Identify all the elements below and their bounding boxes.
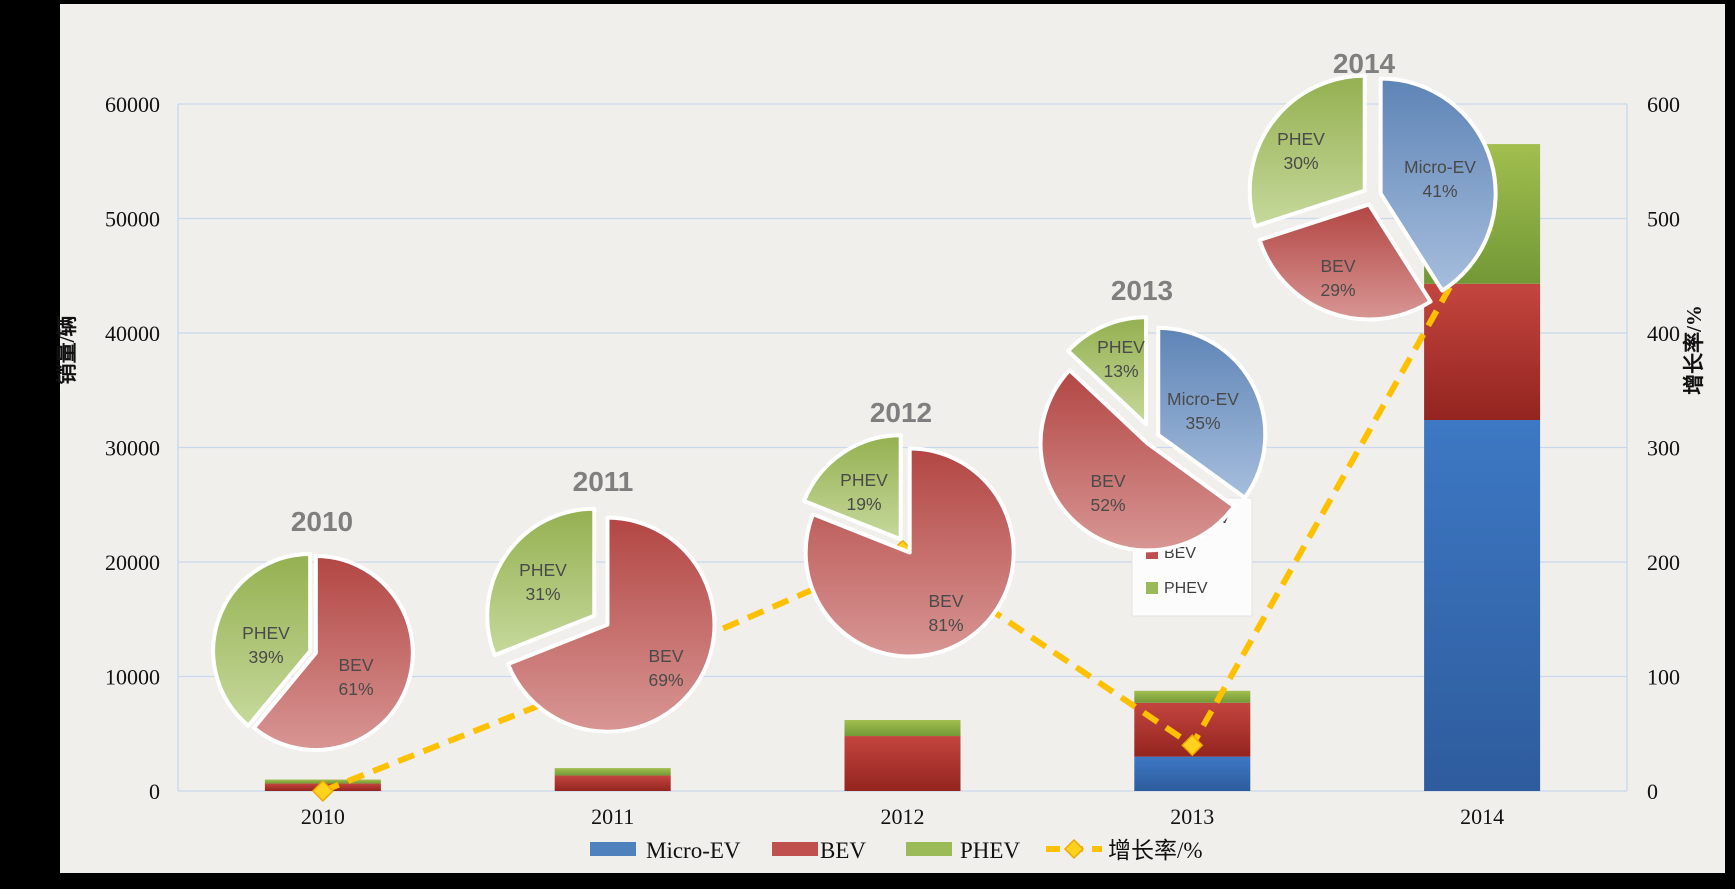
pie-year-title-2011: 2011: [573, 466, 634, 497]
pie-year-title-2014: 2014: [1333, 48, 1396, 79]
growth-rate-marker-2013[interactable]: [1181, 734, 1204, 757]
pie-2013-label-micro-ev: Micro-EV 35%: [1167, 389, 1239, 433]
bar-phev-2011[interactable]: [554, 768, 671, 776]
pie-year-title-2013: 2013: [1111, 275, 1173, 306]
pie-2010-label-bev: BEV 61%: [338, 655, 373, 699]
y-axis-tick-right: 0: [1647, 779, 1658, 804]
pie-2013-label-bev: BEV 52%: [1090, 471, 1125, 515]
left-axis-title: 销量/辆: [55, 316, 79, 385]
pie-2013-slice-bev[interactable]: [1038, 368, 1237, 553]
x-axis-label-2013: 2013: [1170, 804, 1214, 829]
bar-phev-2013[interactable]: [1134, 690, 1251, 703]
y-axis-tick-left: 50000: [105, 207, 160, 232]
pie-2014: Micro-EV 41% BEV 29% PHEV 30% 2014: [1247, 48, 1498, 322]
pie-2011-slice-phev[interactable]: [485, 506, 597, 658]
pie-2013-slice-micro-ev[interactable]: [1156, 325, 1268, 500]
pie-year-title-2010: 2010: [291, 506, 353, 537]
pie-2014-label-bev: BEV 29%: [1320, 256, 1355, 300]
legend-marker-growth[interactable]: [1063, 838, 1085, 860]
inset-legend-swatch-phev: [1146, 582, 1158, 594]
x-axis-label-2011: 2011: [591, 804, 634, 829]
bar-bev-2014[interactable]: [1424, 283, 1541, 421]
growth-rate-marker-2010[interactable]: [311, 779, 334, 803]
pie-2010-slice-bev[interactable]: [251, 554, 415, 752]
y-axis-tick-right: 100: [1647, 665, 1680, 690]
pie-2012-label-bev: BEV 81%: [928, 591, 963, 635]
pie-2012-label-phev: PHEV 19%: [840, 470, 888, 514]
legend-label-bev[interactable]: BEV: [820, 838, 866, 863]
pie-2013: Micro-EV 35% BEV 52% PHEV 13% 2013: [1038, 275, 1268, 553]
y-axis-tick-left: 60000: [105, 92, 160, 117]
bar-phev-2012[interactable]: [844, 720, 961, 737]
pie-2012: BEV 81% PHEV 19% 2012: [801, 397, 1016, 659]
legend-swatch-micro-ev[interactable]: [590, 842, 636, 856]
x-axis-label-2014: 2014: [1460, 804, 1504, 829]
pie-2013-label-phev: PHEV 13%: [1097, 337, 1145, 381]
pie-2011-slice-bev[interactable]: [505, 515, 717, 734]
pie-2011-label-bev: BEV 69%: [648, 646, 683, 690]
y-axis-tick-left: 30000: [105, 436, 160, 461]
legend-label-growth-rate[interactable]: 增长率/%: [1108, 838, 1203, 863]
pie-2010-label-phev: PHEV 39%: [242, 623, 290, 667]
x-axis-label-2012: 2012: [881, 804, 925, 829]
legend-label-phev[interactable]: PHEV: [960, 838, 1020, 863]
pie-2010-slice-phev[interactable]: [211, 551, 313, 728]
pie-2011: BEV 69% PHEV 31% 2011: [485, 466, 717, 734]
y-axis-tick-left: 20000: [105, 550, 160, 575]
pie-2011-label-phev: PHEV 31%: [519, 560, 567, 604]
pie-2014-slice-phev[interactable]: [1247, 73, 1367, 229]
right-axis-title: 增长率/%: [1682, 305, 1706, 395]
y-axis-tick-right: 200: [1647, 550, 1680, 575]
pie-year-title-2012: 2012: [870, 397, 932, 428]
bar-bev-2012[interactable]: [844, 736, 961, 791]
pie-2010: BEV 61% PHEV 39% 2010: [211, 506, 415, 752]
pie-2014-slice-micro-ev[interactable]: [1378, 76, 1498, 293]
bar-micro-ev-2014[interactable]: [1424, 420, 1541, 791]
legend-swatch-bev[interactable]: [772, 842, 818, 856]
pie-2014-label-micro-ev: Micro-EV 41%: [1404, 157, 1476, 201]
pie-2013-slice-phev[interactable]: [1066, 315, 1149, 427]
y-axis-tick-left: 0: [149, 779, 160, 804]
bar-micro-ev-2013[interactable]: [1134, 756, 1251, 791]
pie-2012-slice-bev[interactable]: [803, 446, 1016, 659]
inset-legend-label-phev: PHEV: [1164, 580, 1208, 597]
y-axis-tick-right: 500: [1647, 207, 1680, 232]
legend-label-micro-ev[interactable]: Micro-EV: [646, 838, 741, 863]
pie-2012-slice-phev[interactable]: [801, 433, 903, 542]
y-axis-tick-right: 600: [1647, 92, 1680, 117]
x-axis-label-2010: 2010: [301, 804, 345, 829]
y-axis-tick-left: 40000: [105, 321, 160, 346]
legend-swatch-phev[interactable]: [906, 842, 952, 856]
bar-bev-2011[interactable]: [554, 775, 671, 791]
pie-2014-label-phev: PHEV 30%: [1277, 129, 1325, 173]
y-axis-tick-right: 400: [1647, 321, 1680, 346]
y-axis-tick-left: 10000: [105, 665, 160, 690]
pie-2014-slice-bev[interactable]: [1257, 202, 1433, 322]
y-axis-tick-right: 300: [1647, 436, 1680, 461]
